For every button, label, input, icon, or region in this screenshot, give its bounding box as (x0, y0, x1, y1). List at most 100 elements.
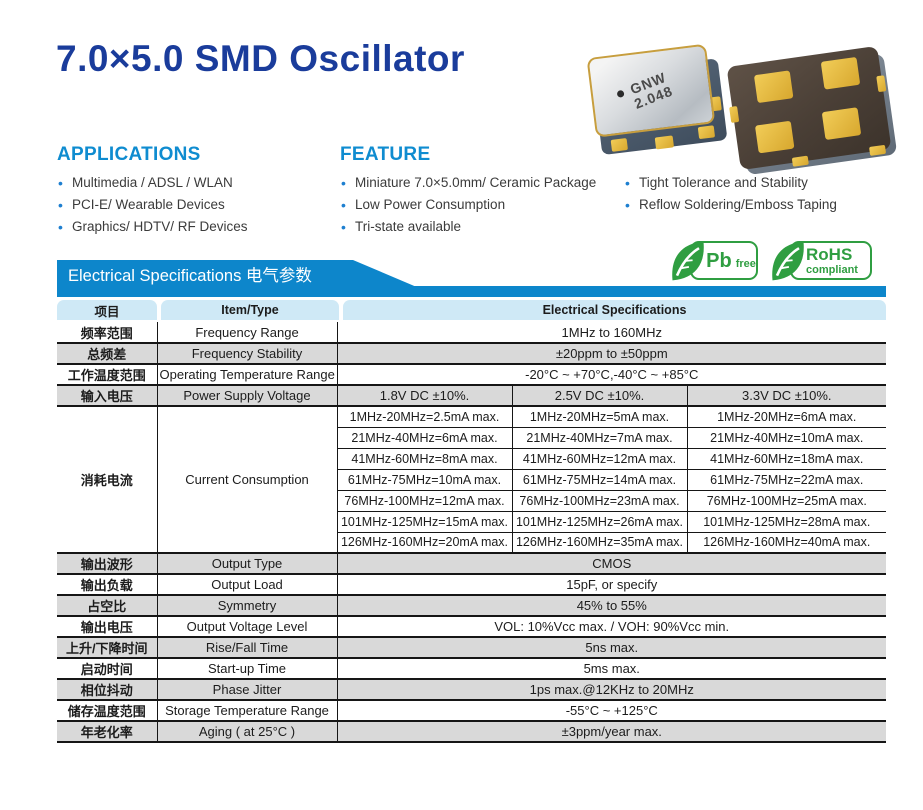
spec-row-current-consumption: 消耗电流 Current Consumption 1MHz-20MHz=2.5m… (57, 405, 887, 554)
cell-value: 15pF, or specify (336, 573, 887, 596)
cell-value: 41MHz-60MHz=8mA max. (337, 447, 513, 470)
cell-value: 61MHz-75MHz=14mA max. (511, 468, 688, 491)
feature-heading: FEATURE (340, 144, 431, 165)
gold-pad (610, 138, 628, 152)
cell-value: 1.8V DC ±10%. (336, 384, 513, 407)
cell-cn: 占空比 (57, 594, 158, 617)
cell-value: 21MHz-40MHz=10mA max. (686, 426, 887, 449)
spec-row-frequency-range: 频率范围 Frequency Range 1MHz to 160MHz (57, 322, 887, 344)
feature-list-left: Miniature 7.0×5.0mm/ Ceramic Package Low… (341, 172, 596, 238)
badge-label: RoHS (806, 244, 853, 264)
rohs-badge-box: RoHS compliant (790, 241, 872, 280)
cell-value: -55°C ~ +125°C (336, 699, 887, 722)
spec-row-phase-jitter: 相位抖动 Phase Jitter 1ps max.@12KHz to 20MH… (57, 678, 887, 701)
cell-value: 1MHz-20MHz=6mA max. (686, 405, 887, 428)
cell-cn: 年老化率 (57, 720, 158, 743)
cell-value: 3.3V DC ±10%. (686, 384, 887, 407)
cell-value: 2.5V DC ±10%. (511, 384, 688, 407)
gold-pad (753, 70, 794, 104)
leaf-icon (772, 241, 804, 281)
spec-row-startup-time: 启动时间 Start-up Time 5ms max. (57, 657, 887, 680)
cell-en: Storage Temperature Range (156, 699, 338, 722)
cell-cn: 输出电压 (57, 615, 158, 638)
cell-value: VOL: 10%Vcc max. / VOH: 90%Vcc min. (336, 615, 887, 638)
cell-value: 1ps max.@12KHz to 20MHz (336, 678, 887, 701)
gold-castellation (729, 105, 740, 123)
list-item: Miniature 7.0×5.0mm/ Ceramic Package (341, 172, 596, 194)
applications-list: Multimedia / ADSL / WLAN PCI-E/ Wearable… (58, 172, 248, 238)
rohs-badge: RoHS compliant (766, 238, 872, 284)
cell-value: 76MHz-100MHz=12mA max. (337, 489, 513, 512)
cell-en: Output Voltage Level (156, 615, 338, 638)
gold-pad (697, 125, 716, 140)
chip-top-view-image: GNW 2.048 (586, 42, 728, 156)
spec-row-output-load: 输出负载 Output Load 15pF, or specify (57, 573, 887, 596)
cell-en: Phase Jitter (156, 678, 338, 701)
cell-en: Power Supply Voltage (156, 384, 338, 407)
cell-value: 101MHz-125MHz=15mA max. (337, 510, 513, 533)
spec-row-output-voltage-level: 输出电压 Output Voltage Level VOL: 10%Vcc ma… (57, 615, 887, 638)
feature-list-right: Tight Tolerance and Stability Reflow Sol… (625, 172, 837, 216)
gold-pad (821, 107, 862, 140)
cell-value: 1MHz-20MHz=2.5mA max. (336, 405, 513, 428)
badge-sublabel: free (735, 257, 756, 270)
cell-value: 76MHz-100MHz=23mA max. (511, 489, 688, 512)
cell-en: Operating Temperature Range (156, 363, 338, 386)
spec-row-current-consumption: 41MHz-60MHz=8mA max. 41MHz-60MHz=12mA ma… (57, 447, 887, 470)
list-item: Low Power Consumption (341, 194, 596, 216)
badge-sublabel: compliant (806, 263, 858, 276)
cell-cn: 总频差 (57, 342, 158, 365)
spec-row-current-consumption: 101MHz-125MHz=15mA max. 101MHz-125MHz=26… (57, 510, 887, 533)
applications-heading: APPLICATIONS (57, 144, 201, 165)
leaf-icon (672, 241, 704, 281)
cell-en: Output Load (156, 573, 338, 596)
spec-row-power-supply-voltage: 输入电压 Power Supply Voltage 1.8V DC ±10%. … (57, 384, 887, 407)
cell-value: 126MHz-160MHz=40mA max. (686, 531, 887, 554)
cell-cn: 输出负载 (57, 573, 158, 596)
pb-free-badge: Pb free (666, 238, 758, 284)
cell-value: 1MHz to 160MHz (336, 322, 887, 344)
cell-value: 61MHz-75MHz=10mA max. (337, 468, 513, 491)
spec-row-frequency-stability: 总频差 Frequency Stability ±20ppm to ±50ppm (57, 342, 887, 365)
cell-en: Start-up Time (156, 657, 338, 680)
pb-free-badge-box: Pb free (690, 241, 758, 280)
gold-pad (820, 56, 861, 90)
pin1-marker-dot (616, 89, 625, 98)
cell-cn: 消耗电流 (57, 405, 158, 554)
cell-en: Symmetry (156, 594, 338, 617)
cell-value: 41MHz-60MHz=18mA max. (686, 447, 887, 470)
cell-value: 76MHz-100MHz=25mA max. (686, 489, 887, 512)
column-header: Item/Type (161, 300, 339, 320)
cell-en: Current Consumption (156, 405, 338, 554)
page-title: 7.0×5.0 SMD Oscillator (56, 38, 465, 79)
cell-value: 41MHz-60MHz=12mA max. (511, 447, 688, 470)
cell-cn: 相位抖动 (57, 678, 158, 701)
cell-en: Rise/Fall Time (156, 636, 338, 659)
list-item: Multimedia / ADSL / WLAN (58, 172, 248, 194)
cell-value: 61MHz-75MHz=22mA max. (686, 468, 887, 491)
spec-row-output-type: 输出波形 Output Type CMOS (57, 552, 887, 575)
column-header: 项目 (57, 300, 157, 320)
cell-value: ±3ppm/year max. (336, 720, 887, 743)
chip-marking-text: GNW 2.048 (627, 69, 676, 112)
cell-value: 1MHz-20MHz=5mA max. (511, 405, 688, 428)
cell-value: 21MHz-40MHz=7mA max. (511, 426, 688, 449)
electrical-specifications-banner: Electrical Specifications 电气参数 (57, 260, 419, 288)
cell-en: Frequency Stability (156, 342, 338, 365)
cell-cn: 输出波形 (57, 552, 158, 575)
spec-row-current-consumption: 76MHz-100MHz=12mA max. 76MHz-100MHz=23mA… (57, 489, 887, 512)
cell-value: ±20ppm to ±50ppm (336, 342, 887, 365)
spec-row-current-consumption: 21MHz-40MHz=6mA max. 21MHz-40MHz=7mA max… (57, 426, 887, 449)
spec-row-storage-temperature: 储存温度范围 Storage Temperature Range -55°C ~… (57, 699, 887, 722)
column-header: Electrical Specifications (343, 300, 886, 320)
badge-label: Pb (706, 249, 732, 272)
cell-cn: 频率范围 (57, 322, 158, 344)
spec-table: 频率范围 Frequency Range 1MHz to 160MHz 总频差 … (57, 322, 887, 743)
banner-bar (57, 286, 886, 297)
list-item: Tri-state available (341, 216, 596, 238)
gold-pad (754, 120, 795, 154)
cell-cn: 输入电压 (57, 384, 158, 407)
spec-table-header: 项目 Item/Type Electrical Specifications (57, 300, 886, 320)
spec-row-symmetry: 占空比 Symmetry 45% to 55% (57, 594, 887, 617)
cell-cn: 启动时间 (57, 657, 158, 680)
